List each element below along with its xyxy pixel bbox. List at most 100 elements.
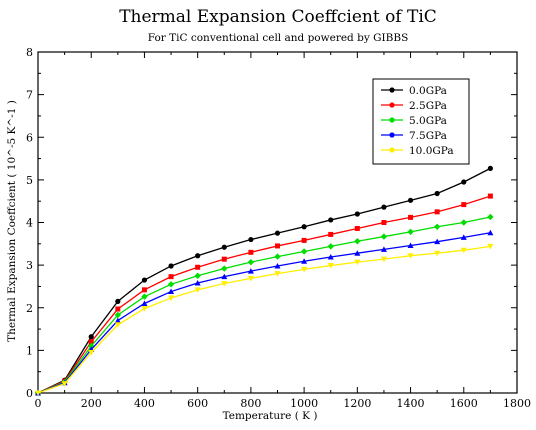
data-point xyxy=(115,298,121,304)
data-point xyxy=(461,179,467,185)
data-point xyxy=(88,339,94,345)
y-tick-label: 6 xyxy=(26,131,33,144)
data-point xyxy=(221,280,228,287)
data-point xyxy=(301,224,307,230)
data-point xyxy=(381,220,387,225)
data-point xyxy=(327,243,334,250)
data-point xyxy=(141,277,148,283)
data-point xyxy=(487,213,494,221)
data-point xyxy=(354,238,361,245)
data-point xyxy=(114,322,121,328)
data-point xyxy=(167,281,175,288)
data-point xyxy=(274,230,281,236)
y-tick-label: 5 xyxy=(26,174,33,187)
y-tick-label: 2 xyxy=(26,302,33,315)
data-point xyxy=(168,274,174,280)
data-point xyxy=(221,244,227,250)
data-point xyxy=(327,254,334,260)
data-point xyxy=(354,225,360,231)
data-point xyxy=(88,334,94,340)
series-line xyxy=(37,216,491,394)
data-point xyxy=(354,259,361,266)
data-point xyxy=(487,243,494,250)
legend-label: 2.5GPa xyxy=(409,100,447,112)
data-point xyxy=(88,342,95,350)
y-tick-label: 7 xyxy=(26,89,33,102)
data-point xyxy=(141,300,148,306)
x-tick-label: 400 xyxy=(134,397,155,410)
data-point xyxy=(487,229,494,236)
data-point xyxy=(35,390,41,396)
series-0.0GPa xyxy=(35,165,493,396)
data-point xyxy=(433,223,441,230)
data-point xyxy=(141,293,148,300)
y-tick-label: 8 xyxy=(26,46,33,59)
series-layer xyxy=(34,165,494,397)
data-point xyxy=(380,256,387,263)
legend-swatch-marker xyxy=(389,87,395,93)
data-point xyxy=(274,253,281,260)
data-point xyxy=(221,273,228,280)
data-point xyxy=(195,253,201,259)
data-point xyxy=(194,280,201,286)
data-point xyxy=(434,238,441,245)
series-7.5GPa xyxy=(35,229,494,396)
data-point xyxy=(328,217,334,223)
y-axis-title: Thermal Expansion Coeffcient ( 10^-5 K^-… xyxy=(6,100,18,342)
chart-title: Thermal Expansion Coeffcient of TiC xyxy=(119,7,437,27)
data-point xyxy=(114,317,121,324)
data-point xyxy=(381,204,387,210)
chart-subtitle: For TiC conventional cell and powered by… xyxy=(148,32,409,44)
data-point xyxy=(114,311,122,319)
legend-label: 7.5GPa xyxy=(409,130,447,142)
data-point xyxy=(194,272,201,279)
legend-swatch-marker xyxy=(389,132,395,138)
data-point xyxy=(248,236,254,243)
data-point xyxy=(168,295,175,301)
legend-swatch-marker xyxy=(389,147,395,153)
data-point xyxy=(247,258,255,266)
y-tick-label: 1 xyxy=(26,344,33,357)
data-point xyxy=(274,271,281,277)
x-tick-label: 1000 xyxy=(290,397,318,410)
series-line xyxy=(37,245,491,394)
data-point xyxy=(195,264,201,270)
data-point xyxy=(354,250,361,256)
data-point xyxy=(221,256,227,262)
data-point xyxy=(275,243,280,249)
legend-label: 5.0GPa xyxy=(409,115,447,127)
y-tick-label: 4 xyxy=(26,217,33,230)
data-point xyxy=(61,381,68,387)
data-point xyxy=(461,202,467,208)
data-point xyxy=(247,268,254,274)
series-line xyxy=(37,195,491,394)
series-line xyxy=(37,167,491,394)
data-point xyxy=(194,287,201,293)
legend-swatch-marker xyxy=(389,117,395,123)
legend-label: 10.0GPa xyxy=(409,145,454,157)
data-point xyxy=(221,265,228,272)
data-point xyxy=(168,263,174,269)
data-point xyxy=(327,263,334,269)
series-2.5GPa xyxy=(35,193,493,396)
series-5.0GPa xyxy=(34,213,494,397)
data-point xyxy=(247,275,254,282)
series-10.0GPa xyxy=(35,243,494,396)
x-tick-label: 600 xyxy=(187,397,208,410)
series-line xyxy=(37,232,491,394)
data-point xyxy=(434,250,441,257)
data-point xyxy=(141,287,147,293)
data-point xyxy=(434,190,440,197)
data-point xyxy=(300,248,308,255)
data-point xyxy=(407,228,414,236)
data-point xyxy=(407,242,414,249)
data-point xyxy=(460,219,467,226)
data-point xyxy=(354,211,360,217)
data-point xyxy=(407,253,414,259)
data-point xyxy=(301,237,307,243)
data-point xyxy=(434,209,440,215)
x-tick-label: 1400 xyxy=(397,397,425,410)
data-point xyxy=(141,306,148,312)
data-point xyxy=(408,214,414,220)
